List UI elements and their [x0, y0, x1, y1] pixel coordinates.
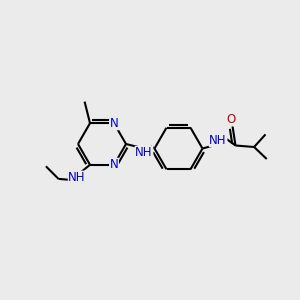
Text: N: N [110, 117, 118, 130]
Text: N: N [110, 158, 118, 171]
Text: NH: NH [135, 146, 153, 160]
Text: NH: NH [209, 134, 227, 147]
Text: O: O [227, 113, 236, 126]
Text: NH: NH [68, 171, 86, 184]
